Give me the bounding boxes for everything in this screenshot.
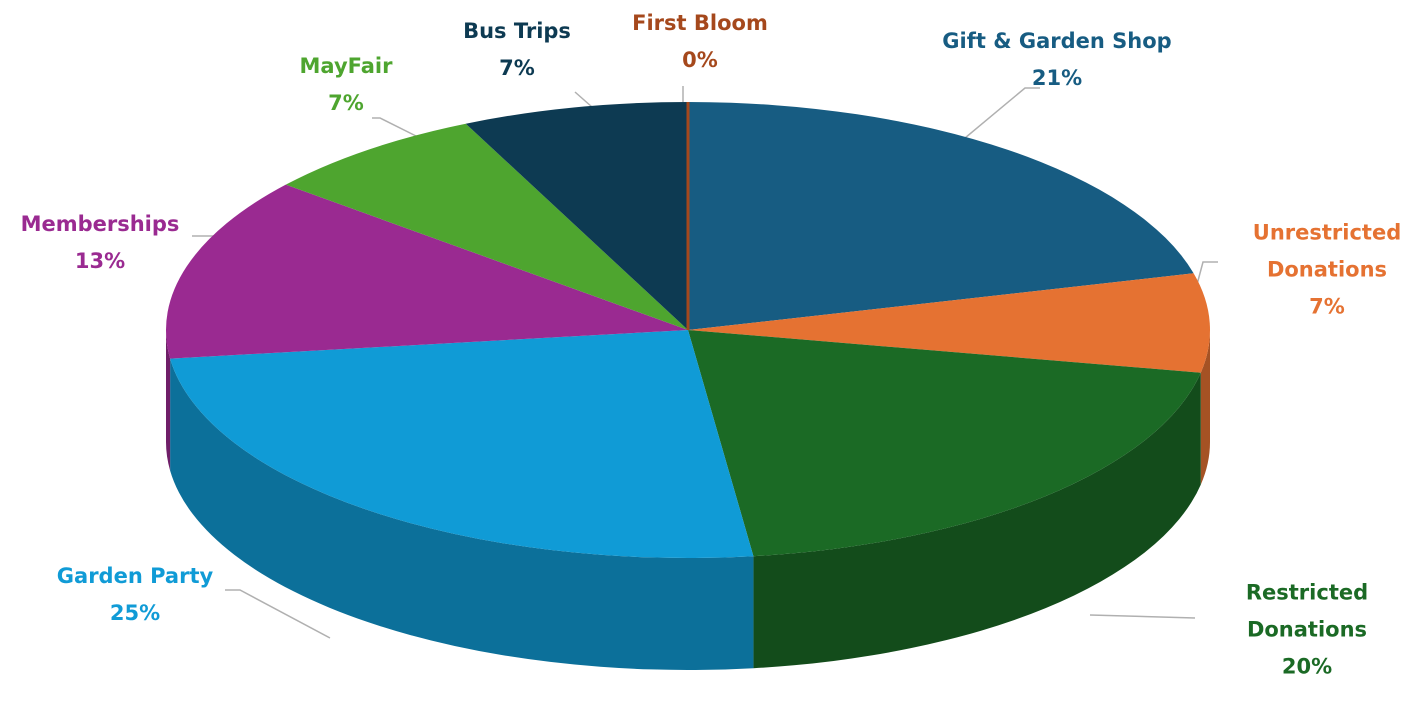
data-label: First Bloom 0% — [600, 5, 800, 79]
leader-line — [372, 117, 419, 138]
value-label: 7% — [328, 91, 364, 115]
category-label: Bus Trips — [463, 19, 571, 43]
pie-side — [166, 330, 171, 471]
leader-line — [1089, 614, 1196, 619]
category-label: Gift & Garden Shop — [942, 29, 1172, 53]
pie-slice — [465, 102, 688, 330]
data-label: Restricted Donations 20% — [1217, 575, 1397, 686]
value-label: 0% — [682, 48, 718, 72]
leader-line — [574, 91, 593, 108]
category-label: Memberships — [20, 212, 180, 236]
pie-side — [753, 372, 1201, 669]
category-label: Unrestricted Donations — [1252, 220, 1402, 282]
category-label: MayFair — [299, 54, 393, 78]
data-label: Garden Party 25% — [15, 558, 255, 632]
category-label: Restricted Donations — [1245, 580, 1369, 642]
data-label: MayFair 7% — [266, 48, 426, 122]
data-label: Memberships 13% — [0, 206, 210, 280]
pie-slice — [170, 330, 754, 558]
pie-slice — [166, 184, 688, 359]
pie-tops — [166, 102, 1210, 558]
leader-line — [225, 589, 331, 639]
pie-slice — [688, 273, 1210, 373]
value-label: 7% — [1309, 294, 1345, 319]
data-label: Unrestricted Donations 7% — [1237, 215, 1412, 326]
value-label: 13% — [74, 249, 126, 273]
leader-line — [964, 87, 1040, 139]
data-label: Gift & Garden Shop 21% — [927, 23, 1187, 97]
category-label: Garden Party — [56, 564, 214, 588]
pie-sides — [166, 330, 1210, 670]
pie-slice — [285, 123, 688, 330]
pie-side — [170, 358, 754, 670]
value-label: 20% — [1281, 654, 1333, 679]
data-label: Bus Trips 7% — [437, 13, 597, 87]
pie-slice — [688, 102, 1194, 330]
value-label: 21% — [1031, 66, 1083, 90]
pie-slice — [688, 330, 1201, 557]
pie-side — [1200, 330, 1210, 485]
category-label: First Bloom — [632, 11, 768, 35]
value-label: 25% — [109, 601, 161, 625]
value-label: 7% — [499, 56, 535, 80]
